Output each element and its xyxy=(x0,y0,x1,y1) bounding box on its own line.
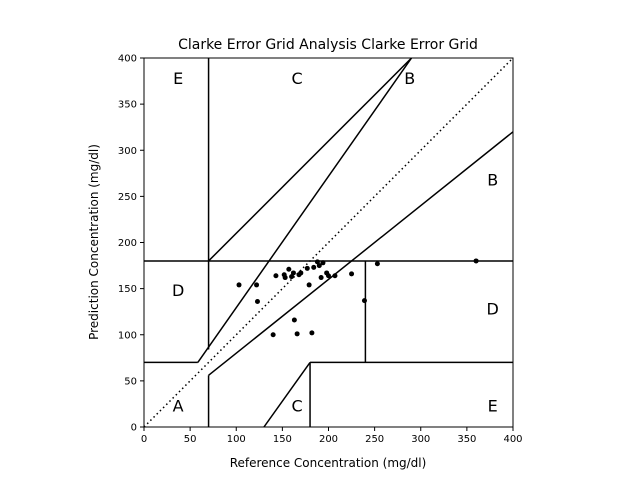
y-tick-label-100: 100 xyxy=(118,330,137,341)
data-point-26 xyxy=(361,298,367,304)
y-tick-label-400: 400 xyxy=(118,54,137,65)
zone-label-a-0: A xyxy=(173,396,184,415)
data-point-8 xyxy=(289,274,295,280)
reference-line xyxy=(143,57,514,428)
zone-label-b-2: B xyxy=(487,170,498,189)
x-tick-label-400: 400 xyxy=(503,434,522,445)
x-tick-label-0: 0 xyxy=(141,434,147,445)
data-point-19 xyxy=(316,263,322,269)
x-tick-label-200: 200 xyxy=(319,434,338,445)
y-tick-label-200: 200 xyxy=(118,238,137,249)
y-tick-label-300: 300 xyxy=(118,146,137,157)
data-point-27 xyxy=(374,261,380,267)
zone-label-b-1: B xyxy=(404,69,415,88)
zone-label-e-7: E xyxy=(173,69,183,88)
data-point-15 xyxy=(306,282,312,288)
y-tick-label-250: 250 xyxy=(118,192,137,203)
x-tick-label-50: 50 xyxy=(184,434,197,445)
zone-line-8 xyxy=(263,361,311,427)
data-point-16 xyxy=(309,330,315,336)
y-tick-label-150: 150 xyxy=(118,284,137,295)
zone-label-c-3: C xyxy=(292,69,303,88)
data-point-20 xyxy=(318,275,324,281)
y-tick-label-350: 350 xyxy=(118,100,137,111)
data-point-13 xyxy=(298,270,304,276)
data-point-18 xyxy=(314,259,320,265)
data-point-9 xyxy=(290,270,296,276)
data-point-7 xyxy=(286,266,292,272)
data-point-2 xyxy=(254,299,260,305)
x-tick-label-300: 300 xyxy=(411,434,430,445)
data-point-24 xyxy=(332,273,338,279)
data-point-3 xyxy=(270,332,276,338)
zone-line-7 xyxy=(208,58,413,262)
y-tick-label-0: 0 xyxy=(131,423,137,434)
x-tick-label-250: 250 xyxy=(365,434,384,445)
data-point-0 xyxy=(236,282,242,288)
data-point-25 xyxy=(349,271,355,277)
zone-line-4 xyxy=(197,58,413,363)
data-point-21 xyxy=(320,260,326,266)
data-point-6 xyxy=(282,275,288,281)
chart-title: Clarke Error Grid Analysis Clarke Error … xyxy=(178,37,478,53)
zone-label-e-8: E xyxy=(488,396,498,415)
data-point-17 xyxy=(311,264,317,270)
reference-diagonal xyxy=(143,57,514,428)
data-point-23 xyxy=(326,273,331,279)
zone-label-d-5: D xyxy=(172,281,184,300)
zone-label-d-6: D xyxy=(487,299,499,318)
x-axis-label: Reference Concentration (mg/dl) xyxy=(230,456,427,470)
zone-label-c-4: C xyxy=(292,396,303,415)
data-point-10 xyxy=(291,317,297,323)
data-point-28 xyxy=(473,258,479,264)
x-tick-label-150: 150 xyxy=(273,434,292,445)
data-point-11 xyxy=(294,331,300,337)
x-tick-label-100: 100 xyxy=(227,434,246,445)
data-point-14 xyxy=(304,265,310,271)
data-points xyxy=(236,258,479,338)
zone-line-3 xyxy=(208,131,513,376)
x-tick-label-350: 350 xyxy=(457,434,476,445)
zone-boundaries xyxy=(144,58,513,427)
data-point-1 xyxy=(254,282,260,288)
zone-labels: A B B C C D D E E xyxy=(172,69,499,415)
y-axis: 0 50 100 150 200 250 300 350 400 xyxy=(118,54,144,434)
x-axis: 0 50 100 150 200 250 300 350 400 xyxy=(141,427,523,445)
y-axis-label: Prediction Concentration (mg/dl) xyxy=(87,144,101,340)
y-tick-label-50: 50 xyxy=(124,376,137,387)
data-point-4 xyxy=(273,273,279,279)
